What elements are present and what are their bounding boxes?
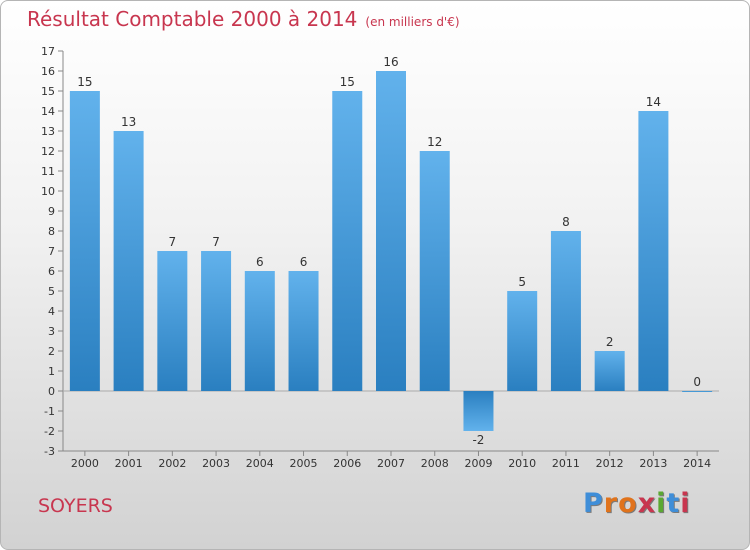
bar-value-label: 16 — [383, 55, 398, 69]
x-tick-label: 2002 — [158, 457, 186, 470]
commune-name: SOYERS — [38, 495, 113, 517]
bar — [419, 151, 450, 391]
y-tick-label: 13 — [41, 125, 55, 138]
x-tick-label: 2013 — [639, 457, 667, 470]
bar — [244, 271, 275, 391]
x-tick-label: 2006 — [333, 457, 361, 470]
bar — [332, 91, 363, 391]
logo-letter: x — [637, 488, 657, 519]
bar — [682, 391, 713, 392]
logo-letter: t — [666, 488, 681, 519]
x-tick-label: 2000 — [71, 457, 99, 470]
y-tick-label: 1 — [48, 365, 55, 378]
bar — [507, 291, 538, 391]
logo-letter: o — [618, 488, 638, 519]
y-tick-label: -2 — [44, 425, 55, 438]
x-tick-label: 2005 — [290, 457, 318, 470]
x-tick-label: 2014 — [683, 457, 711, 470]
y-tick-label: -3 — [44, 445, 55, 458]
x-tick-label: 2009 — [464, 457, 492, 470]
bar-value-label: 15 — [77, 75, 92, 89]
proxiti-logo: Proxiti — [583, 488, 691, 519]
bar-value-label: 12 — [427, 135, 442, 149]
y-tick-label: 10 — [41, 185, 55, 198]
logo-letter: r — [603, 488, 619, 519]
logo-letter: i — [680, 488, 691, 519]
y-tick-label: 14 — [41, 105, 55, 118]
bar-value-label: 7 — [169, 235, 177, 249]
chart-title-text: Résultat Comptable 2000 à 2014 — [27, 7, 358, 31]
bar — [288, 271, 319, 391]
chart-subtitle: (en milliers d'€) — [365, 15, 460, 29]
x-tick-label: 2007 — [377, 457, 405, 470]
bar-value-label: 5 — [518, 275, 526, 289]
y-tick-label: 3 — [48, 325, 55, 338]
bar — [113, 131, 144, 391]
bar — [638, 111, 669, 391]
bar-value-label: -2 — [472, 433, 484, 447]
y-tick-label: 4 — [48, 305, 55, 318]
y-tick-label: 7 — [48, 245, 55, 258]
y-tick-label: -1 — [44, 405, 55, 418]
x-tick-label: 2012 — [596, 457, 624, 470]
bar — [463, 391, 494, 431]
bar-value-label: 8 — [562, 215, 570, 229]
y-tick-label: 16 — [41, 65, 55, 78]
bar-value-label: 13 — [121, 115, 136, 129]
x-tick-label: 2011 — [552, 457, 580, 470]
y-tick-label: 17 — [41, 45, 55, 58]
bar-value-label: 6 — [256, 255, 264, 269]
x-tick-label: 2004 — [246, 457, 274, 470]
y-tick-label: 12 — [41, 145, 55, 158]
bar-value-label: 6 — [300, 255, 308, 269]
bar — [157, 251, 188, 391]
y-tick-label: 5 — [48, 285, 55, 298]
bar — [201, 251, 232, 391]
logo-letter: P — [583, 488, 604, 519]
x-tick-label: 2003 — [202, 457, 230, 470]
bar-value-label: 15 — [340, 75, 355, 89]
bar — [376, 71, 406, 391]
bar-value-label: 14 — [646, 95, 661, 109]
y-tick-label: 9 — [48, 205, 55, 218]
x-tick-label: 2001 — [115, 457, 143, 470]
bar — [594, 351, 625, 391]
y-tick-label: 8 — [48, 225, 55, 238]
y-tick-label: 0 — [48, 385, 55, 398]
y-tick-label: 2 — [48, 345, 55, 358]
y-tick-label: 6 — [48, 265, 55, 278]
logo-letter: i — [656, 488, 667, 519]
bar-value-label: 0 — [693, 375, 701, 389]
bar — [69, 91, 100, 391]
bar — [550, 231, 581, 391]
chart-title: Résultat Comptable 2000 à 2014 (en millie… — [27, 7, 460, 31]
bar-value-label: 7 — [212, 235, 220, 249]
x-tick-label: 2010 — [508, 457, 536, 470]
bar-value-label: 2 — [606, 335, 614, 349]
x-tick-label: 2008 — [421, 457, 449, 470]
y-tick-label: 11 — [41, 165, 55, 178]
y-tick-label: 15 — [41, 85, 55, 98]
